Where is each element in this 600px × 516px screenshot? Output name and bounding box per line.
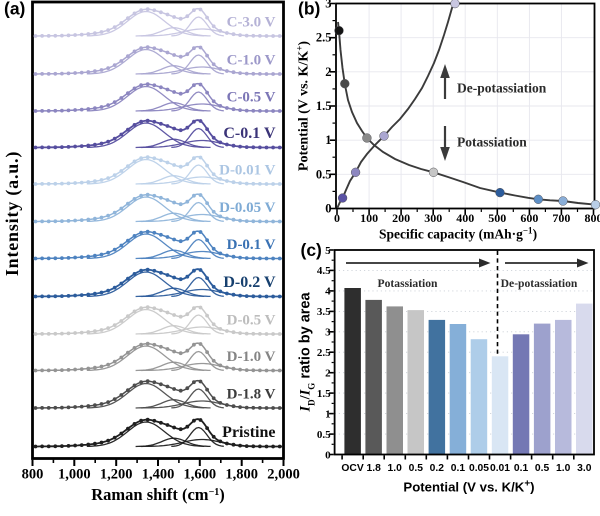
svg-text:1.5: 1.5: [317, 388, 331, 400]
svg-text:Raman shift (cm−1): Raman shift (cm−1): [91, 485, 225, 504]
svg-text:Specific capacity (mAh·g−1): Specific capacity (mAh·g−1): [379, 226, 537, 242]
svg-text:0.5: 0.5: [535, 463, 550, 474]
svg-text:C-3.0 V: C-3.0 V: [227, 15, 276, 31]
svg-text:D-0.1 V: D-0.1 V: [227, 237, 276, 253]
svg-text:Potential (V vs. K/K+): Potential (V vs. K/K+): [295, 41, 312, 171]
svg-text:400: 400: [456, 211, 474, 225]
svg-text:0.2: 0.2: [430, 463, 445, 474]
svg-text:500: 500: [488, 211, 506, 225]
svg-text:1: 1: [325, 133, 331, 147]
svg-text:0: 0: [325, 449, 331, 461]
svg-text:De-potassiation: De-potassiation: [457, 81, 547, 96]
svg-text:1.0: 1.0: [556, 463, 571, 474]
svg-text:Intensity (a.u.): Intensity (a.u.): [2, 151, 23, 276]
svg-text:2.5: 2.5: [317, 347, 331, 359]
svg-text:5: 5: [325, 245, 331, 257]
svg-text:(a): (a): [4, 0, 25, 19]
svg-text:700: 700: [552, 211, 570, 225]
svg-text:0.5: 0.5: [409, 463, 424, 474]
svg-text:0.05: 0.05: [469, 463, 489, 474]
svg-text:D-1.8 V: D-1.8 V: [227, 387, 276, 403]
svg-text:1,800: 1,800: [225, 467, 258, 483]
svg-text:1,400: 1,400: [142, 467, 175, 483]
svg-text:0: 0: [325, 202, 331, 216]
svg-text:2: 2: [325, 65, 331, 79]
svg-text:3.5: 3.5: [317, 306, 331, 318]
svg-text:0.5: 0.5: [317, 429, 331, 441]
svg-text:Potassiation: Potassiation: [457, 135, 527, 150]
svg-text:2,000: 2,000: [267, 467, 300, 483]
svg-text:D-0.5 V: D-0.5 V: [227, 313, 276, 329]
svg-text:1.0: 1.0: [388, 463, 403, 474]
svg-text:0.01: 0.01: [490, 463, 510, 474]
svg-text:0.1: 0.1: [451, 463, 466, 474]
svg-text:D-0.05 V: D-0.05 V: [219, 200, 276, 216]
svg-text:1,000: 1,000: [58, 467, 91, 483]
svg-text:D-1.0 V: D-1.0 V: [227, 349, 276, 365]
svg-text:0.1: 0.1: [514, 463, 529, 474]
svg-text:(c): (c): [301, 240, 322, 260]
svg-text:Pristine: Pristine: [222, 424, 275, 441]
svg-text:1,200: 1,200: [100, 467, 133, 483]
svg-text:C-1.0 V: C-1.0 V: [227, 53, 276, 69]
svg-text:Potential (V vs. K/K+): Potential (V vs. K/K+): [403, 478, 534, 495]
svg-text:0.5: 0.5: [316, 167, 332, 181]
svg-text:3.0: 3.0: [577, 463, 592, 474]
svg-text:3: 3: [325, 327, 331, 339]
svg-text:800: 800: [22, 467, 44, 483]
svg-text:Potassiation: Potassiation: [378, 277, 438, 290]
svg-text:4.5: 4.5: [317, 265, 331, 277]
svg-text:De-potassiation: De-potassiation: [501, 277, 578, 290]
svg-text:1.8: 1.8: [367, 463, 382, 474]
svg-text:600: 600: [520, 211, 538, 225]
svg-text:1,600: 1,600: [183, 467, 216, 483]
svg-text:800: 800: [585, 211, 600, 225]
svg-text:D-0.01 V: D-0.01 V: [219, 163, 276, 179]
svg-text:1: 1: [325, 408, 331, 420]
svg-text:OCV: OCV: [341, 463, 363, 474]
svg-text:C-0.5 V: C-0.5 V: [227, 90, 276, 106]
svg-text:C-0.1 V: C-0.1 V: [223, 125, 276, 142]
svg-text:2: 2: [325, 368, 331, 380]
svg-text:3: 3: [325, 0, 331, 11]
svg-text:2.5: 2.5: [316, 31, 332, 45]
svg-text:200: 200: [392, 211, 410, 225]
svg-text:(b): (b): [298, 0, 320, 19]
svg-text:4: 4: [325, 286, 331, 298]
svg-text:D-0.2 V: D-0.2 V: [223, 274, 276, 291]
svg-text:100: 100: [360, 211, 378, 225]
svg-text:0: 0: [334, 211, 340, 225]
svg-text:1.5: 1.5: [316, 99, 332, 113]
svg-text:300: 300: [424, 211, 442, 225]
